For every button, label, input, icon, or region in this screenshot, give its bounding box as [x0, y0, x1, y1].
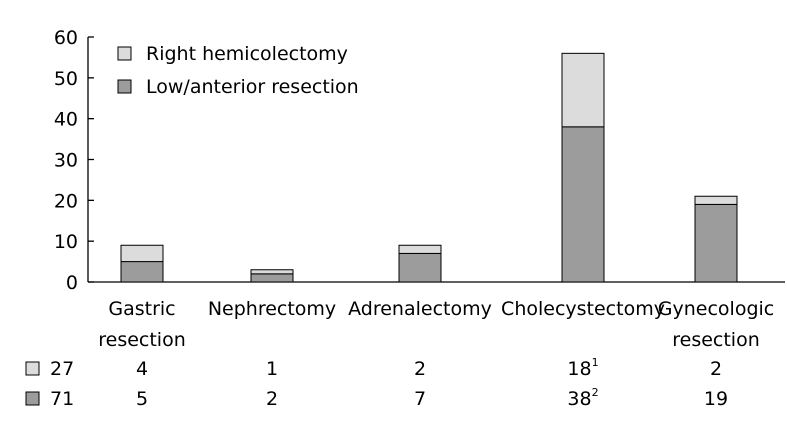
y-tick-label: 20	[54, 190, 78, 212]
category-label: Adrenalectomy	[348, 298, 492, 320]
category-label: resection	[672, 329, 760, 351]
bar-segment	[398, 244, 442, 254]
table-cell: 4	[136, 358, 148, 380]
y-tick-label: 40	[54, 109, 78, 131]
table-cell-superscript: 1	[592, 356, 599, 369]
bar-segment	[120, 244, 164, 263]
bar-segment	[694, 195, 738, 205]
y-tick-label: 0	[66, 272, 78, 294]
legend-label: Right hemicolectomy	[146, 43, 348, 65]
table-cell: 382	[567, 386, 598, 410]
bar-segment	[250, 273, 294, 283]
table-row-total: 27	[50, 358, 74, 380]
legend-label: Low/anterior resection	[146, 76, 359, 98]
table-cell-superscript: 2	[592, 386, 599, 399]
category-labels: Gastric resection Nephrectomy Adrenalectomy…	[98, 298, 774, 351]
y-tick-label: 30	[54, 150, 78, 172]
bar-segment	[561, 52, 605, 128]
y-tick-label: 50	[54, 68, 78, 90]
bar-segment	[561, 126, 605, 283]
bar-segment	[694, 203, 738, 283]
y-tick-label: 60	[54, 27, 78, 49]
table-cell: 5	[136, 388, 148, 410]
bars	[120, 52, 738, 283]
category-label: Cholecystectomy	[501, 298, 665, 320]
table-cell: 1	[266, 358, 278, 380]
table-row-total: 71	[50, 388, 74, 410]
legend-swatch	[117, 46, 132, 61]
table-cell: 2	[710, 358, 722, 380]
category-label: Gastric	[108, 298, 175, 320]
table-cell: 19	[704, 388, 728, 410]
bar-segment	[120, 261, 164, 283]
legend-swatch	[117, 79, 132, 94]
table-cell: 181	[567, 356, 598, 380]
bar-segment	[398, 252, 442, 283]
table-row-swatch	[25, 361, 40, 376]
table-cell: 7	[414, 388, 426, 410]
axes: 0 10 20 30 40 50 60	[54, 27, 785, 294]
table-row-swatch	[25, 391, 40, 406]
table-cell: 2	[266, 388, 278, 410]
legend: Right hemicolectomy Low/anterior resectio…	[117, 43, 359, 98]
table-cell: 2	[414, 358, 426, 380]
bar-segment	[250, 269, 294, 275]
y-tick-label: 10	[54, 231, 78, 253]
data-table: 27 4 1 2 181 271 5 2 7 382 19	[25, 356, 728, 410]
category-label: Nephrectomy	[208, 298, 336, 320]
category-label: resection	[98, 329, 186, 351]
category-label: Gynecologic	[658, 298, 774, 320]
